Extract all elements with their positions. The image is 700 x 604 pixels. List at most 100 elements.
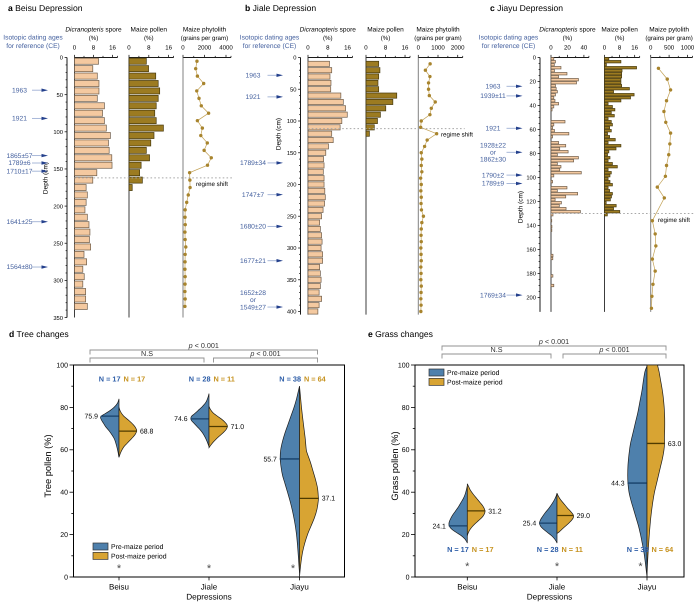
depth-tick-label: 300 <box>287 245 297 252</box>
bar <box>128 154 150 162</box>
dating-label: 1963 <box>12 87 27 94</box>
bar <box>604 198 611 202</box>
bar <box>365 98 394 105</box>
bar <box>307 143 329 150</box>
bar <box>604 180 611 184</box>
chart-title: Dicranopteris spore <box>65 27 122 34</box>
bar <box>604 84 623 88</box>
dot <box>197 96 201 101</box>
bar <box>550 159 574 163</box>
bar <box>550 225 553 229</box>
bar <box>550 93 556 97</box>
median-label-post: 68.8 <box>140 429 154 436</box>
dating-arrow-head <box>516 293 523 297</box>
bar <box>604 204 617 208</box>
bar <box>365 118 378 124</box>
depth-tick-label: 200 <box>53 203 63 210</box>
chart-unit: (%) <box>144 35 154 42</box>
bar <box>128 169 140 177</box>
regime-shift-label: regime shift <box>196 181 228 188</box>
bar <box>74 191 88 199</box>
dot <box>654 244 658 248</box>
chart-unit: (%) <box>615 35 625 42</box>
significance-star: * <box>555 561 560 573</box>
dot <box>199 104 203 108</box>
violin-half-pre <box>100 398 120 458</box>
bar <box>74 154 113 162</box>
dating-arrow-head <box>516 126 523 130</box>
dating-arrow-head <box>516 150 523 154</box>
dot <box>183 252 187 257</box>
bar <box>550 195 567 199</box>
dot <box>420 220 424 225</box>
bar <box>550 156 579 160</box>
legend-label: Post-maize period <box>447 379 503 386</box>
regime-shift-label: regime shift <box>658 217 690 224</box>
dot <box>426 81 431 85</box>
median-label-post: 71.0 <box>231 424 245 431</box>
value-tick-label: 4000 <box>219 45 233 52</box>
median-label-pre: 25.4 <box>523 521 537 528</box>
chart-maize-pollen: Maize pollen(%) 0 8 16 <box>127 27 175 318</box>
dating-arrow-head <box>516 181 523 186</box>
n-label-pre: N = 17 <box>447 545 469 554</box>
y-tick-label: 20 <box>60 532 68 539</box>
bar <box>307 73 331 80</box>
n-label-post: N = 64 <box>652 545 675 554</box>
dot <box>418 125 423 130</box>
n-label-post: N = 11 <box>562 545 583 554</box>
bar <box>604 111 612 115</box>
depth-tick-label: 100 <box>53 129 63 136</box>
bar <box>74 80 100 87</box>
dot <box>650 219 655 223</box>
bar <box>550 210 581 214</box>
n-label-post: N = 64 <box>304 375 327 384</box>
dot <box>193 66 198 71</box>
dating-arrow-head <box>516 173 523 177</box>
bar <box>365 79 379 86</box>
chart-unit: (grains per gram) <box>645 35 692 42</box>
value-tick-label: 1000 <box>681 45 695 52</box>
dot <box>664 163 669 168</box>
bar <box>74 102 105 110</box>
dot <box>195 118 200 123</box>
bar <box>74 258 87 266</box>
value-tick-label: 2000 <box>198 45 212 52</box>
depth-tick-label: 50 <box>57 92 63 99</box>
dot <box>419 163 423 168</box>
significance-star: * <box>638 561 643 573</box>
bar <box>604 189 610 193</box>
bar <box>550 228 553 232</box>
bar <box>128 72 157 80</box>
significance-label: p < 0.001 <box>598 345 629 354</box>
bar <box>74 146 110 154</box>
bar <box>74 176 94 184</box>
bar <box>550 57 555 61</box>
dot <box>419 246 423 250</box>
dating-label: 1921 <box>12 116 27 123</box>
n-label-post: N = 17 <box>124 375 146 384</box>
chart-title: Dicranopteris spore <box>539 27 596 34</box>
bar <box>307 200 325 207</box>
category-label: Beisu <box>457 582 477 591</box>
dating-label: 1865±57 <box>7 153 33 160</box>
value-tick-label: 500 <box>664 45 675 52</box>
bar <box>550 174 555 178</box>
dating-arrow-head <box>41 153 48 158</box>
value-tick-label: 0 <box>364 45 368 52</box>
bar <box>128 184 133 191</box>
bar <box>604 147 617 151</box>
value-tick-label: 1000 <box>431 45 445 52</box>
bar <box>307 213 322 220</box>
dot <box>433 100 437 104</box>
dot <box>427 93 432 98</box>
chart-title: Maize pytolith <box>649 27 689 34</box>
significance-bracket <box>213 357 318 363</box>
chart-title: Maize phytolith <box>183 27 227 34</box>
dot <box>419 278 423 282</box>
bar <box>604 57 610 61</box>
bar <box>550 129 555 133</box>
bar <box>604 63 607 67</box>
significance-label: p < 0.001 <box>538 337 569 346</box>
bar <box>550 162 558 166</box>
